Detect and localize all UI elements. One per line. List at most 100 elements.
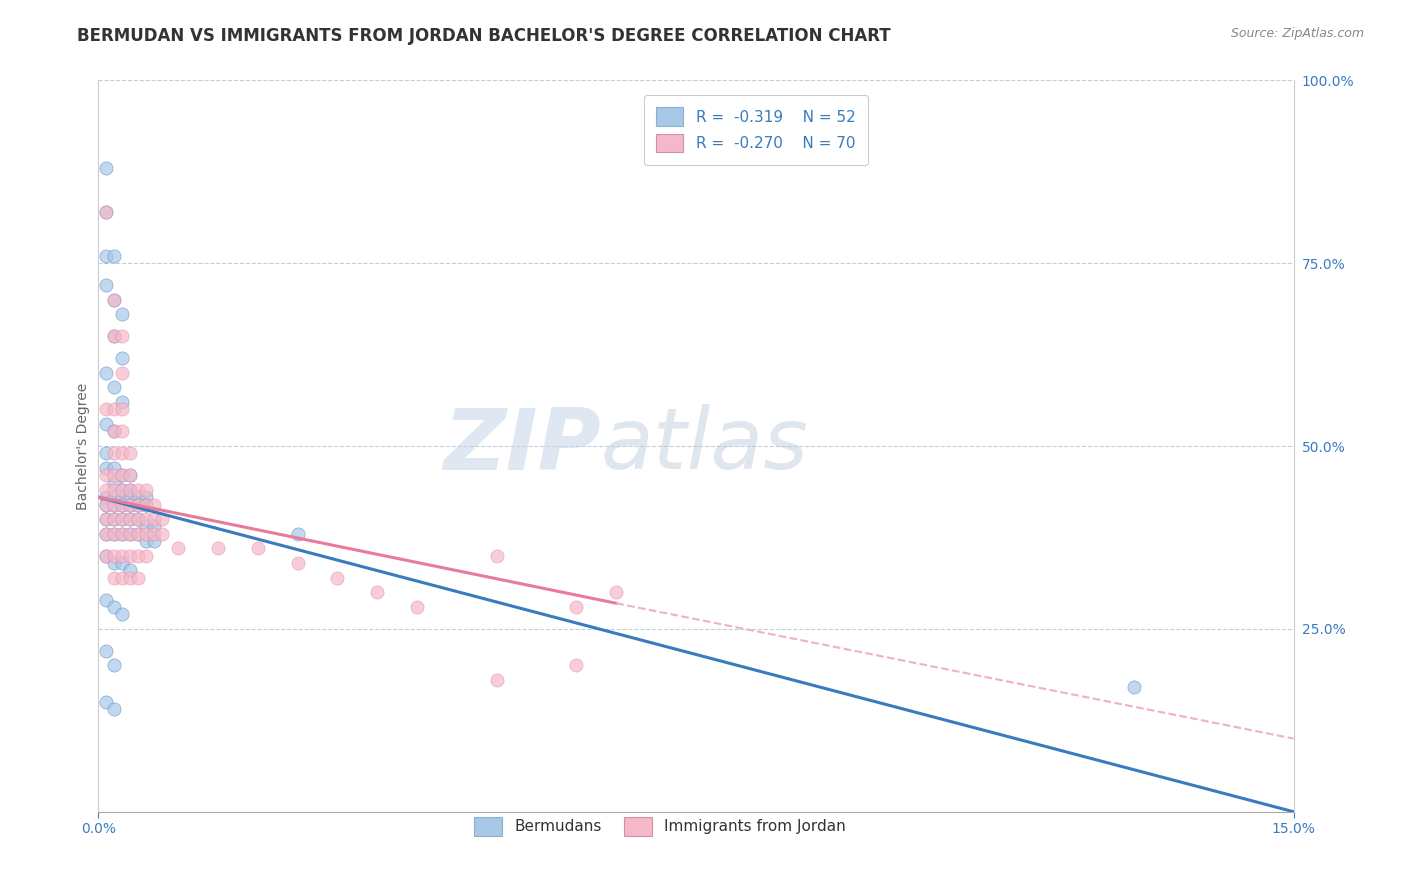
Point — [103, 293, 125, 307]
Point — [111, 512, 134, 526]
Point — [111, 307, 134, 321]
Point — [103, 556, 125, 570]
Point — [207, 541, 229, 556]
Point — [120, 571, 142, 585]
Point — [103, 571, 125, 585]
Point — [111, 498, 134, 512]
Point — [127, 526, 149, 541]
Point — [96, 278, 118, 293]
Point — [103, 380, 125, 394]
Point — [127, 483, 149, 497]
Y-axis label: Bachelor's Degree: Bachelor's Degree — [76, 383, 90, 509]
Point — [96, 512, 118, 526]
Point — [120, 549, 142, 563]
Point — [120, 526, 142, 541]
Point — [96, 249, 118, 263]
Point — [167, 541, 190, 556]
Point — [111, 607, 134, 622]
Point — [103, 512, 125, 526]
Point — [96, 461, 118, 475]
Point — [135, 526, 157, 541]
Point — [103, 249, 125, 263]
Text: Source: ZipAtlas.com: Source: ZipAtlas.com — [1230, 27, 1364, 40]
Point — [96, 592, 118, 607]
Point — [103, 526, 125, 541]
Point — [120, 446, 142, 460]
Point — [96, 526, 118, 541]
Point — [103, 599, 125, 614]
Point — [127, 498, 149, 512]
Point — [103, 402, 125, 417]
Point — [111, 468, 134, 483]
Point — [565, 658, 588, 673]
Point — [111, 490, 134, 504]
Point — [96, 644, 118, 658]
Point — [111, 395, 134, 409]
Point — [150, 512, 173, 526]
Legend: Bermudans, Immigrants from Jordan: Bermudans, Immigrants from Jordan — [463, 805, 858, 848]
Point — [127, 498, 149, 512]
Point — [1123, 681, 1146, 695]
Point — [103, 293, 125, 307]
Point — [96, 366, 118, 380]
Text: atlas: atlas — [600, 404, 808, 488]
Point — [565, 599, 588, 614]
Point — [111, 512, 134, 526]
Point — [246, 541, 269, 556]
Point — [135, 534, 157, 549]
Point — [150, 526, 173, 541]
Text: ZIP: ZIP — [443, 404, 600, 488]
Point — [135, 498, 157, 512]
Point — [135, 498, 157, 512]
Point — [120, 490, 142, 504]
Point — [287, 556, 309, 570]
Text: BERMUDAN VS IMMIGRANTS FROM JORDAN BACHELOR'S DEGREE CORRELATION CHART: BERMUDAN VS IMMIGRANTS FROM JORDAN BACHE… — [77, 27, 891, 45]
Point — [103, 498, 125, 512]
Point — [111, 556, 134, 570]
Point — [406, 599, 429, 614]
Point — [143, 526, 166, 541]
Point — [111, 446, 134, 460]
Point — [96, 205, 118, 219]
Point — [135, 519, 157, 533]
Point — [111, 468, 134, 483]
Point — [96, 468, 118, 483]
Point — [135, 549, 157, 563]
Point — [96, 205, 118, 219]
Point — [111, 402, 134, 417]
Point — [143, 512, 166, 526]
Point — [143, 498, 166, 512]
Point — [111, 498, 134, 512]
Point — [103, 490, 125, 504]
Point — [96, 402, 118, 417]
Point — [103, 658, 125, 673]
Point — [103, 329, 125, 343]
Point — [103, 446, 125, 460]
Point — [120, 526, 142, 541]
Point — [127, 549, 149, 563]
Point — [111, 425, 134, 439]
Point — [103, 468, 125, 483]
Point — [326, 571, 349, 585]
Point — [120, 563, 142, 577]
Point — [103, 498, 125, 512]
Point — [96, 549, 118, 563]
Point — [111, 483, 134, 497]
Point — [103, 425, 125, 439]
Point — [96, 498, 118, 512]
Point — [143, 534, 166, 549]
Point — [111, 526, 134, 541]
Point — [135, 490, 157, 504]
Point — [103, 512, 125, 526]
Point — [96, 417, 118, 431]
Point — [111, 329, 134, 343]
Point — [96, 483, 118, 497]
Point — [96, 512, 118, 526]
Point — [485, 549, 508, 563]
Point — [111, 351, 134, 366]
Point — [96, 446, 118, 460]
Point — [103, 702, 125, 716]
Point — [135, 512, 157, 526]
Point — [287, 526, 309, 541]
Point — [605, 585, 627, 599]
